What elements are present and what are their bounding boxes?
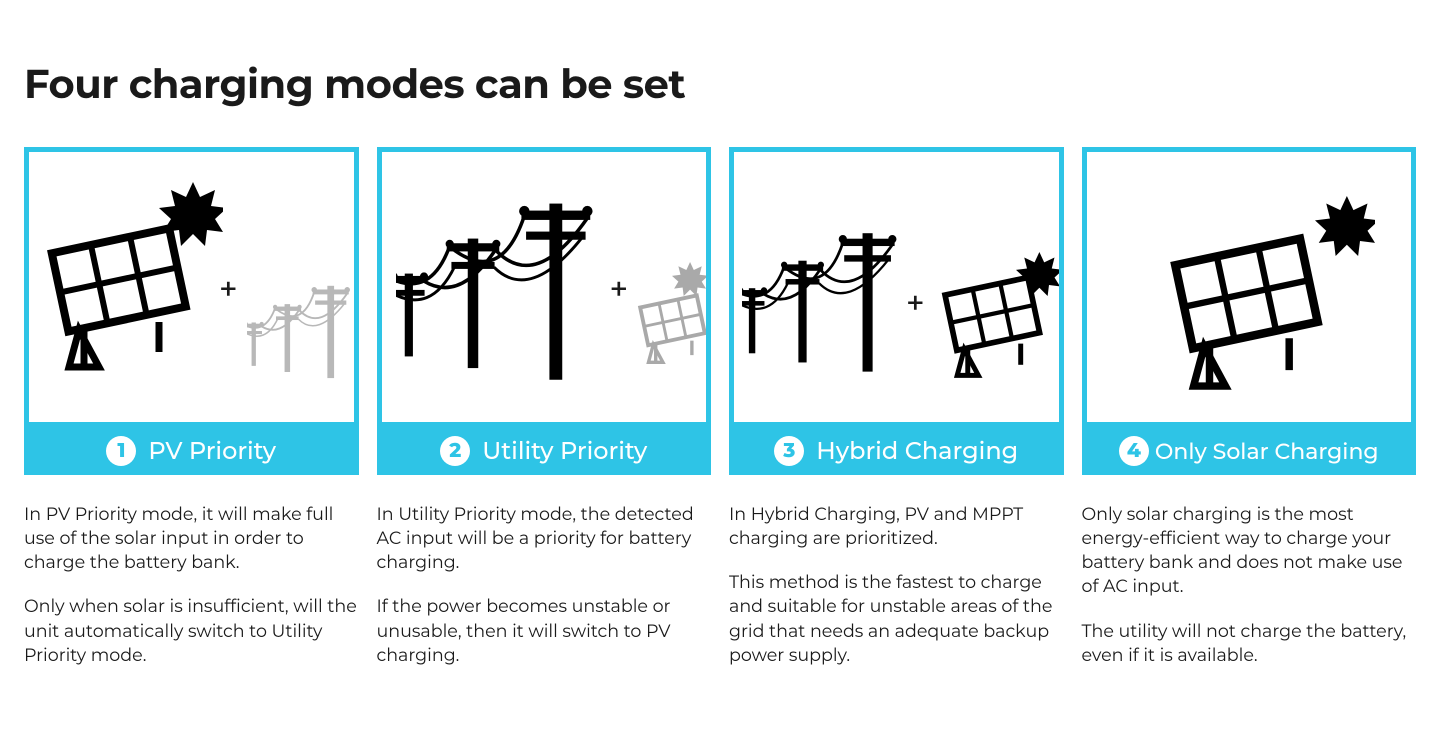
- card-image: +: [377, 147, 712, 427]
- utility-poles-icon: [396, 200, 606, 395]
- card-title-label: Utility Priority: [482, 437, 647, 466]
- solar-panel-icon: [1157, 232, 1347, 402]
- card-image: +: [24, 147, 359, 427]
- card-number-badge: 1: [106, 436, 136, 466]
- solar-panel-icon: [634, 290, 712, 372]
- solar-panel-icon: [936, 272, 1056, 387]
- card-desc-p1: In Hybrid Charging, PV and MPPT charging…: [729, 503, 1064, 551]
- card-desc-p2: Only when solar is insufficient, will th…: [24, 595, 359, 667]
- card-description: Only solar charging is the most energy-e…: [1082, 503, 1417, 668]
- card-image: [1082, 147, 1417, 427]
- card-desc-p2: The utility will not charge the battery,…: [1082, 620, 1417, 668]
- card-title-bar: 4 Only Solar Charging: [1082, 427, 1417, 475]
- utility-poles-icon: [247, 280, 357, 390]
- card-title-bar: 3 Hybrid Charging: [729, 427, 1064, 475]
- card-title-label: Only Solar Charging: [1155, 438, 1379, 465]
- card-title-label: PV Priority: [148, 437, 276, 466]
- plus-icon: +: [219, 270, 238, 309]
- card-image: +: [729, 147, 1064, 427]
- card-number-badge: 3: [774, 436, 804, 466]
- utility-poles-icon: [742, 232, 907, 382]
- plus-icon: +: [610, 270, 629, 309]
- card-desc-p1: In PV Priority mode, it will make full u…: [24, 503, 359, 575]
- card-desc-p1: In Utility Priority mode, the detected A…: [377, 503, 712, 575]
- card-desc-p2: If the power becomes unstable or unusabl…: [377, 595, 712, 667]
- card-desc-p2: This method is the fastest to charge and…: [729, 571, 1064, 668]
- card-title-bar: 2 Utility Priority: [377, 427, 712, 475]
- card-title-label: Hybrid Charging: [816, 437, 1018, 466]
- plus-icon: +: [906, 284, 925, 323]
- card-number-badge: 2: [440, 436, 470, 466]
- card-only-solar: 4 Only Solar Charging Only solar chargin…: [1082, 147, 1417, 668]
- card-description: In Utility Priority mode, the detected A…: [377, 503, 712, 668]
- page-title: Four charging modes can be set: [24, 60, 1416, 109]
- card-title-bar: 1 PV Priority: [24, 427, 359, 475]
- card-description: In PV Priority mode, it will make full u…: [24, 503, 359, 668]
- card-pv-priority: + 1 PV Priority In PV Priority mode, it …: [24, 147, 359, 668]
- card-description: In Hybrid Charging, PV and MPPT charging…: [729, 503, 1064, 668]
- cards-row: + 1 PV Priority In PV Priority mode, it …: [24, 147, 1416, 668]
- card-number-badge: 4: [1119, 436, 1149, 466]
- solar-panel-icon: [39, 222, 209, 382]
- card-utility-priority: + 2 Utility Priority In Utility Priority…: [377, 147, 712, 668]
- card-desc-p1: Only solar charging is the most energy-e…: [1082, 503, 1417, 600]
- card-hybrid-charging: + 3 Hybrid Charging In Hybrid Charging, …: [729, 147, 1064, 668]
